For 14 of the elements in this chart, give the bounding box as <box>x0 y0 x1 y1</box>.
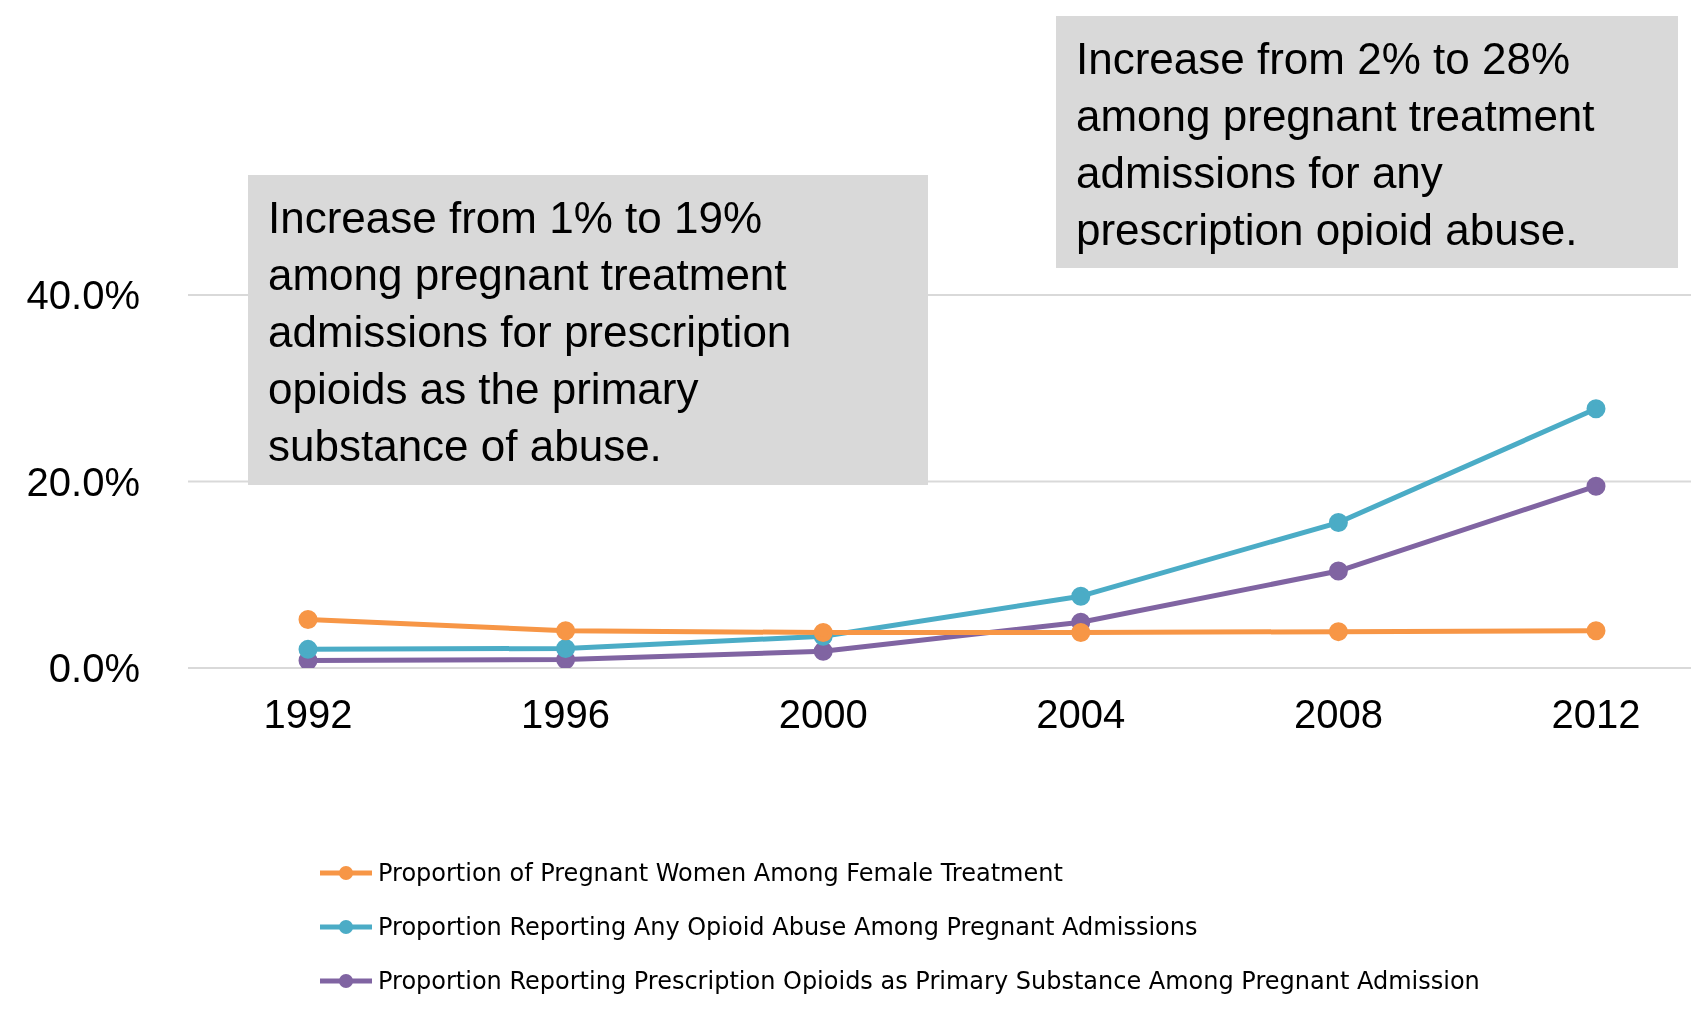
y-tick-label: 0.0% <box>48 646 140 691</box>
x-tick-label: 1996 <box>521 692 611 737</box>
legend-label: Proportion Reporting Prescription Opioids as Primary Substance Among Pregnant Admission <box>378 966 1480 997</box>
y-tick-label: 20.0% <box>26 459 140 504</box>
legend-label: Proportion of Pregnant Women Among Female Treatment <box>378 858 1063 889</box>
x-tick-label: 2004 <box>1036 692 1126 737</box>
x-tick-label: 2000 <box>778 692 868 737</box>
y-tick-label: 40.0% <box>26 273 140 318</box>
callout-box: Increase from 1% to 19% among pregnant treatment admissions for prescription opioids as the primary substance of abuse. <box>248 175 928 485</box>
callout-box: Increase from 2% to 28% among pregnant treatment admissions for any prescription opioid abuse. <box>1056 16 1678 268</box>
x-tick-label: 2008 <box>1293 692 1383 737</box>
legend-label: Proportion Reporting Any Opioid Abuse Among Pregnant Admissions <box>378 912 1198 943</box>
x-tick-label: 1992 <box>263 692 353 737</box>
x-tick-label: 2012 <box>1551 692 1641 737</box>
